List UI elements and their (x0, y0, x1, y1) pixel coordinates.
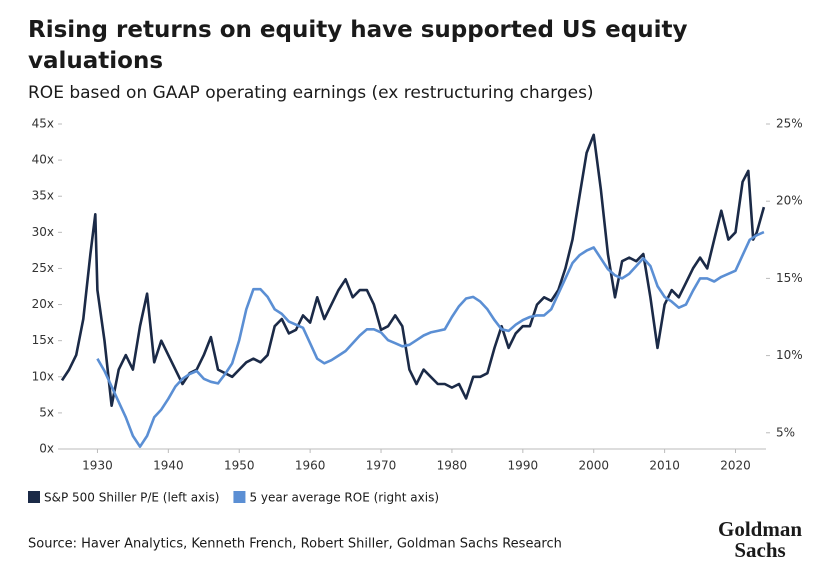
y-tick-label: 30x (32, 225, 54, 239)
x-tick-label: 1970 (366, 459, 397, 473)
x-tick-label: 1960 (295, 459, 326, 473)
y2-tick-label: 20% (776, 194, 803, 208)
chart-subtitle: ROE based on GAAP operating earnings (ex… (28, 83, 594, 103)
series-line (96, 230, 765, 448)
series-line (60, 133, 766, 407)
source-note: Source: Haver Analytics, Kenneth French,… (28, 537, 562, 552)
x-tick-label: 2020 (720, 459, 751, 473)
y-tick-label: 15x (32, 333, 54, 347)
x-tick-label: 1950 (224, 459, 255, 473)
y2-tick-label: 25% (776, 117, 803, 131)
chart-title: Rising returns on equity have supported … (28, 17, 688, 74)
logo-line: Sachs (734, 538, 785, 562)
legend-swatch (233, 491, 246, 503)
legend-label: 5 year average ROE (right axis) (249, 491, 439, 505)
y2-tick-label: 10% (776, 348, 803, 362)
x-tick-label: 2010 (649, 459, 680, 473)
x-tick-label: 1930 (82, 459, 113, 473)
y-tick-label: 0x (39, 442, 54, 456)
y-tick-label: 45x (32, 117, 54, 131)
legend-label: S&P 500 Shiller P/E (left axis) (44, 491, 219, 505)
legend-swatch (28, 491, 40, 503)
x-tick-label: 2000 (578, 459, 609, 473)
x-tick-label: 1990 (508, 459, 539, 473)
y-tick-label: 5x (39, 405, 54, 419)
y-tick-label: 35x (32, 189, 54, 203)
y-tick-label: 10x (32, 369, 54, 383)
y-tick-label: 40x (32, 153, 54, 167)
y-tick-label: 20x (32, 297, 54, 311)
y2-tick-label: 5% (776, 425, 795, 439)
y-tick-label: 25x (32, 261, 54, 275)
y2-tick-label: 15% (776, 271, 803, 285)
logo-line: Goldman (718, 517, 802, 541)
x-tick-label: 1980 (437, 459, 468, 473)
x-tick-label: 1940 (153, 459, 184, 473)
